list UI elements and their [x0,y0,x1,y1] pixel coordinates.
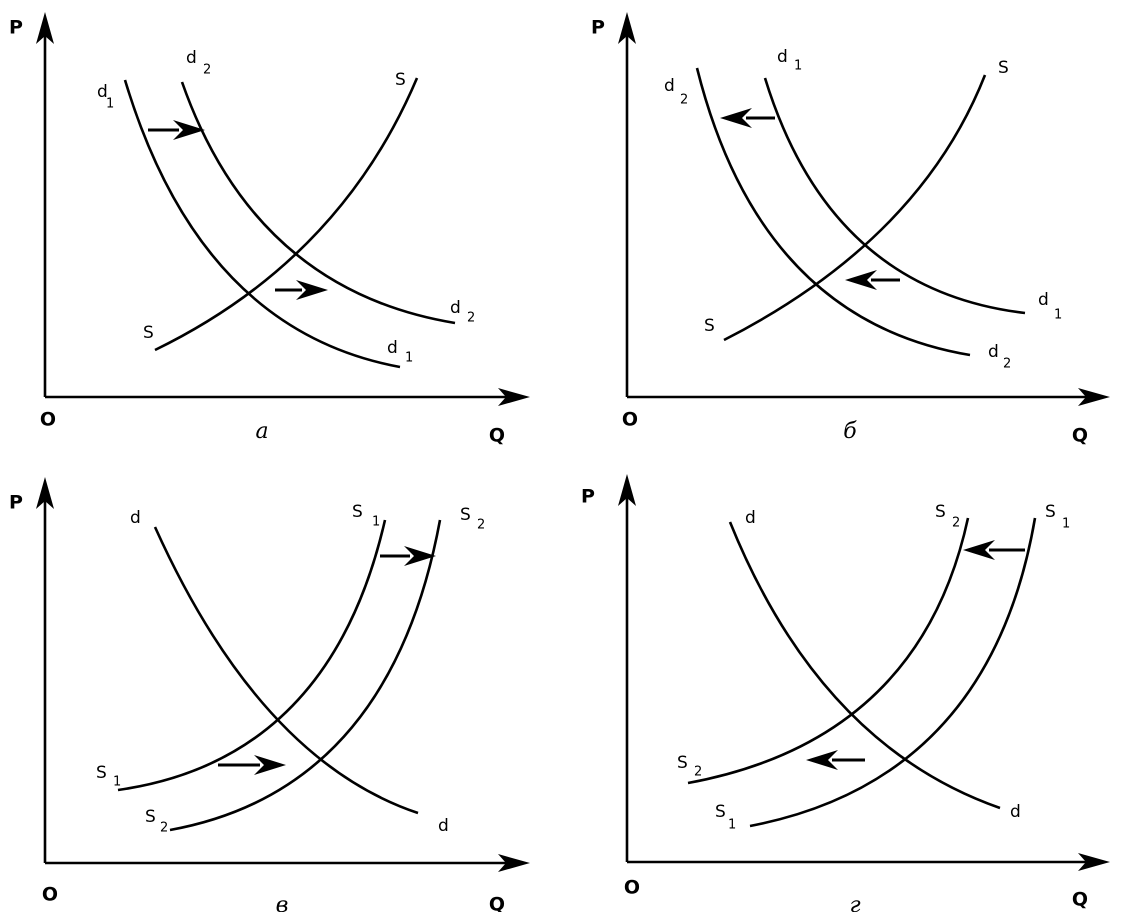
curve-label: d [988,342,999,362]
curve-label: S [352,502,363,522]
curve-label: d [1038,290,1049,310]
panel-caption: в [276,893,289,912]
y-axis-arrow [36,477,54,509]
y-axis-arrow [618,12,636,44]
curve-label: S [395,70,406,90]
curve-label-subscript: 2 [467,311,475,326]
x-axis-arrow [1078,388,1110,406]
curve-label-subscript: 2 [952,516,960,531]
curve-label-subscript: 2 [1003,357,1011,372]
curve [728,521,1001,810]
curve-label: S [145,807,156,827]
panel-caption: г [849,893,860,912]
curve-label-subscript: 2 [160,821,168,836]
curve-label-subscript: 1 [113,775,121,790]
shift-arrow-head [296,280,328,300]
curve-label: d [1010,802,1021,822]
y-axis-arrow [618,474,636,506]
origin-label: O [624,877,640,899]
shift-arrow-head [845,270,877,290]
curve [180,81,456,325]
shift-arrow-head [173,120,205,140]
curve-label-subscript: 1 [728,818,736,833]
curve-label-subscript: 1 [794,59,802,74]
curve-label: d [97,82,108,102]
x-axis-label: Q [1072,889,1088,911]
x-axis-arrow [498,388,530,406]
x-axis-arrow [1078,853,1110,871]
curve-label: d [745,508,756,528]
curve-label-subscript: 1 [372,515,380,530]
y-axis-label: P [591,17,605,39]
shift-arrow-head [254,755,286,775]
curve-label: S [935,502,946,522]
curve [749,517,1037,828]
shift-arrow-head [963,540,995,560]
curve-label-subscript: 2 [477,518,485,533]
curve-label: d [387,338,398,358]
x-axis-label: Q [1072,425,1088,447]
x-axis-arrow [498,854,530,872]
curve [153,526,419,815]
y-axis-label: P [581,486,595,508]
curve-label-subscript: 1 [106,97,114,112]
curve [169,519,442,832]
origin-label: O [42,884,58,906]
curve [117,519,387,792]
curve-label: d [450,298,461,318]
curve-label: S [143,323,154,343]
panel-caption: б [843,419,857,444]
curve-label: d [664,76,675,96]
curve-label: S [460,505,471,525]
curve [687,517,970,785]
curve-label: S [1045,502,1056,522]
curve-label-subscript: 2 [694,765,702,780]
curve-label: S [998,58,1009,78]
y-axis-label: P [9,492,23,514]
curve-label: S [704,316,715,336]
panel-caption: а [255,419,268,444]
curve-label: S [677,753,688,773]
origin-label: O [40,409,56,431]
curve-label: S [96,763,107,783]
curve [723,74,987,342]
x-axis-label: Q [489,894,505,912]
curve-label: d [777,47,788,67]
curve [763,77,1026,315]
curve-label: d [130,508,141,528]
curve-label: d [438,816,449,836]
curve-label-subscript: 1 [1054,308,1062,323]
y-axis-arrow [36,12,54,44]
shift-arrow-head [720,108,752,128]
curve [123,79,401,369]
shift-arrow-head [404,546,436,566]
curve-label-subscript: 1 [405,351,413,366]
x-axis-label: Q [489,425,505,447]
curve-label-subscript: 2 [680,93,688,108]
curve-label: d [186,48,197,68]
origin-label: O [622,409,638,431]
y-axis-label: P [9,17,23,39]
curve [154,77,419,352]
shift-arrow-head [806,750,838,770]
curve [695,67,971,357]
curve-label-subscript: 1 [1062,517,1070,532]
curve-label: S [715,802,726,822]
curve-label-subscript: 2 [203,63,211,78]
